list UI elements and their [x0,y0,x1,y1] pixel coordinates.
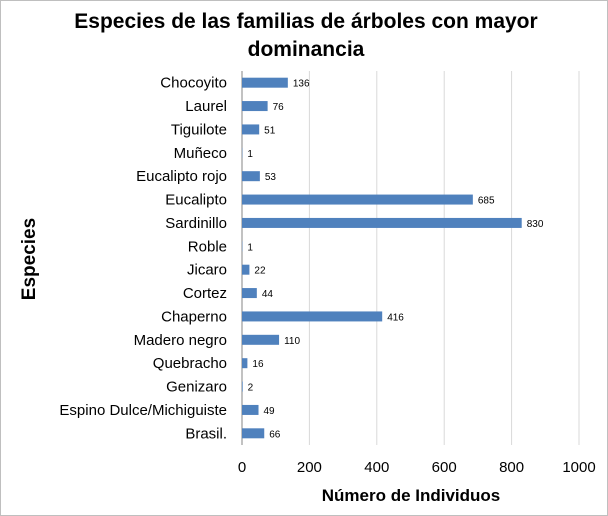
category-label: Laurel [185,98,227,115]
data-labels: 136 76 51 1 53 685 830 1 22 44 416 110 16 2 49 66 [247,79,543,441]
bar [242,194,473,205]
bar [242,288,257,299]
data-label: 53 [265,172,277,183]
data-label: 136 [293,79,310,90]
x-tick-label: 200 [297,459,322,476]
x-axis-title: Número de Individuos [322,486,501,505]
category-label: Brasil. [185,425,227,442]
data-label: 830 [527,219,544,230]
x-tick-label: 800 [499,459,524,476]
category-label: Sardinillo [165,215,227,232]
category-label: Quebracho [153,355,227,372]
bar [242,264,250,275]
data-label: 76 [273,102,285,113]
x-tick-label: 400 [364,459,389,476]
category-label: Eucalipto [165,192,227,209]
x-tick-label: 600 [432,459,457,476]
bar [242,311,383,322]
bar [242,101,268,112]
data-label: 22 [254,266,266,277]
x-tick-label: 0 [238,459,246,476]
category-label: Jicaro [187,262,227,279]
data-label: 66 [269,429,281,440]
bar [242,77,288,88]
bar [242,381,243,392]
data-label: 2 [248,383,254,394]
data-label: 16 [252,359,264,370]
category-labels: Chocoyito Laurel Tiguilote Muñeco Eucalipto … [59,75,227,443]
bar [242,124,260,135]
bar [242,404,259,415]
bar [242,428,265,439]
data-label: 1 [247,242,253,253]
category-label: Muñeco [174,145,227,162]
gridlines [241,71,580,445]
x-tick-labels: 0 200 400 600 800 1000 [238,459,596,476]
category-label: Madero negro [134,332,227,349]
data-label: 44 [262,289,274,300]
category-label: Chaperno [161,308,227,325]
category-label: Eucalipto rojo [136,168,227,185]
y-axis-title: Especies [19,218,40,300]
bars [242,77,522,439]
data-label: 416 [387,312,404,323]
data-label: 110 [284,336,300,347]
chart-title-line-2: dominancia [248,38,365,61]
data-label: 685 [478,196,495,207]
category-label: Espino Dulce/Michiguiste [59,402,227,419]
category-label: Genizaro [166,379,227,396]
bar [242,358,248,369]
chart-title-line-1: Especies de las familias de árboles con … [74,10,537,33]
category-label: Roble [188,238,227,255]
bar [242,171,260,182]
x-tick-label: 1000 [562,459,595,476]
bar [242,334,280,345]
category-label: Tiguilote [171,121,227,138]
category-label: Cortez [183,285,227,302]
bar [242,217,522,228]
data-label: 1 [247,149,253,160]
data-label: 51 [264,125,276,136]
category-label: Chocoyito [160,75,227,92]
data-label: 49 [264,406,276,417]
